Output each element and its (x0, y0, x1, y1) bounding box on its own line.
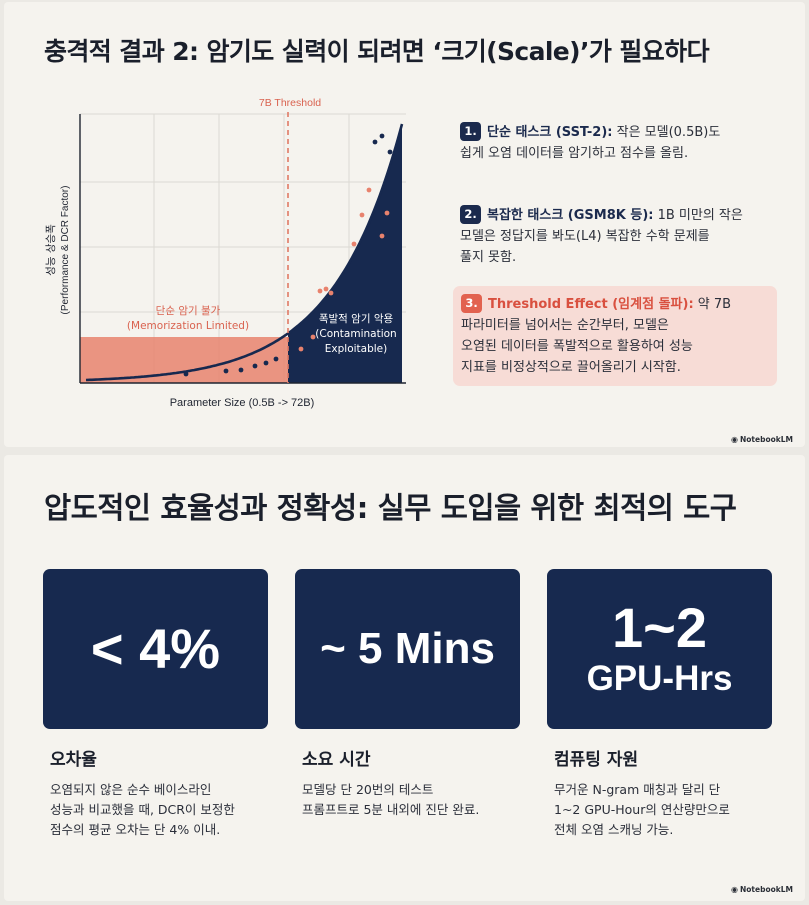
region-right-label: 폭발적 암기 악용 (319, 313, 394, 325)
item-number-badge: 1. (460, 122, 481, 141)
region-left-sub-label: (Memorization Limited) (127, 320, 249, 332)
caption-line: 오염되지 않은 순수 베이스라인 (50, 782, 212, 797)
time-value: ~ 5 Mins (320, 624, 495, 673)
memorization-limited-zone (80, 337, 288, 383)
scatter-point (328, 290, 334, 296)
scatter-point (183, 371, 189, 377)
notebooklm-watermark: ◉ NotebookLM (731, 885, 793, 894)
compute-card: 1~2 GPU-Hrs (547, 569, 772, 729)
item-text: 1B 미만의 작은 (653, 208, 743, 223)
caption-line: 프롬프트로 5분 내외에 진단 완료. (302, 802, 480, 817)
threshold-label: 7B Threshold (259, 97, 321, 109)
scatter-point (252, 363, 258, 369)
scatter-point (310, 334, 316, 340)
scatter-points (183, 133, 393, 377)
region-right-sub-label-1: (Contamination (315, 328, 396, 340)
contamination-exploitable-area (288, 124, 402, 383)
scatter-point (379, 133, 385, 139)
watermark-text: NotebookLM (739, 435, 793, 444)
item-heading: 복잡한 태스크 (GSM8K 등): (487, 208, 654, 223)
scatter-point (223, 368, 229, 374)
item-text: 지표를 비정상적으로 끌어올리기 시작함. (461, 360, 681, 375)
item-number-badge: 2. (460, 205, 481, 224)
scatter-point (379, 233, 385, 239)
scatter-point (263, 360, 269, 366)
item-text: 작은 모델(0.5B)도 (612, 125, 721, 140)
threshold-chart: 7B Threshold 단순 암기 불가 (Memorization Limi… (45, 97, 406, 409)
scatter-point (351, 241, 357, 247)
slide-threshold: 충격적 결과 2: 암기도 실력이 되려면 ‘크기(Scale)’가 필요하다 … (4, 2, 805, 447)
caption-line: 1~2 GPU-Hour의 연산량만으로 (554, 802, 730, 817)
caption-title: 컴퓨팅 자원 (554, 750, 639, 770)
time-card: ~ 5 Mins (295, 569, 520, 729)
caption-line: 전체 오염 스캐닝 가능. (554, 822, 674, 837)
notebooklm-logo-icon: ◉ (731, 885, 738, 894)
error-rate-value: < 4% (90, 617, 221, 680)
y-axis-sub-label: (Performance & DCR Factor) (60, 186, 71, 315)
scatter-point (323, 286, 329, 292)
performance-curve (85, 123, 404, 382)
notebooklm-watermark: ◉ NotebookLM (731, 435, 793, 444)
scatter-point (366, 187, 372, 193)
finding-item-2: 2. 복잡한 태스크 (GSM8K 등): 1B 미만의 작은 모델은 정답지를 … (460, 205, 778, 268)
notebooklm-logo-icon: ◉ (731, 435, 738, 444)
compute-value: 1~2 (612, 596, 707, 659)
item-text: 쉽게 오염 데이터를 암기하고 점수를 올림. (460, 146, 689, 161)
region-left-label: 단순 암기 불가 (156, 305, 221, 317)
finding-item-1: 1. 단순 태스크 (SST-2): 작은 모델(0.5B)도 쉽게 오염 데이터… (460, 122, 778, 164)
caption-line: 성능과 비교했을 때, DCR이 보정한 (50, 802, 235, 817)
scatter-point (372, 139, 378, 145)
watermark-text: NotebookLM (739, 885, 793, 894)
slide-efficiency: 압도적인 효율성과 정확성: 실무 도입을 위한 최적의 도구 < 4% ~ 5… (4, 455, 805, 901)
scatter-point (238, 367, 244, 373)
y-axis-label: 성능 상승폭 (45, 224, 57, 276)
scatter-point (317, 288, 323, 294)
error-rate-card: < 4% (43, 569, 268, 729)
scatter-point (359, 212, 365, 218)
item-text: 모델은 정답지를 봐도(L4) 복잡한 수학 문제를 (460, 229, 710, 244)
scatter-point (298, 346, 304, 352)
slide1-title: 충격적 결과 2: 암기도 실력이 되려면 ‘크기(Scale)’가 필요하다 (44, 37, 710, 66)
region-right-sub-label-2: Exploitable) (325, 343, 387, 355)
caption-line: 점수의 평균 오차는 단 4% 이내. (50, 822, 221, 837)
caption-title: 소요 시간 (302, 750, 371, 770)
item-heading: Threshold Effect (임계점 돌파): (488, 297, 694, 312)
item-text: 약 7B (693, 297, 732, 312)
compute-caption: 컴퓨팅 자원 무거운 N-gram 매칭과 달리 단 1~2 GPU-Hour의 … (554, 745, 794, 840)
item-heading: 단순 태스크 (SST-2): (487, 125, 613, 140)
item-number-badge: 3. (461, 294, 482, 313)
caption-line: 모델당 단 20번의 테스트 (302, 782, 434, 797)
x-axis-label: Parameter Size (0.5B -> 72B) (170, 397, 315, 409)
finding-item-3-highlight: 3. Threshold Effect (임계점 돌파): 약 7B 파라미터를 … (453, 286, 777, 386)
chart-grid (80, 113, 406, 383)
scatter-point (387, 149, 393, 155)
scatter-point (384, 210, 390, 216)
compute-unit: GPU-Hrs (586, 659, 733, 698)
item-text: 오염된 데이터를 폭발적으로 활용하여 성능 (461, 339, 693, 354)
caption-title: 오차율 (50, 750, 97, 770)
caption-line: 무거운 N-gram 매칭과 달리 단 (554, 782, 721, 797)
item-text: 파라미터를 넘어서는 순간부터, 모델은 (461, 318, 669, 333)
item-text: 풀지 못함. (460, 250, 517, 265)
slide2-title: 압도적인 효율성과 정확성: 실무 도입을 위한 최적의 도구 (44, 491, 737, 525)
scatter-point (273, 356, 279, 362)
